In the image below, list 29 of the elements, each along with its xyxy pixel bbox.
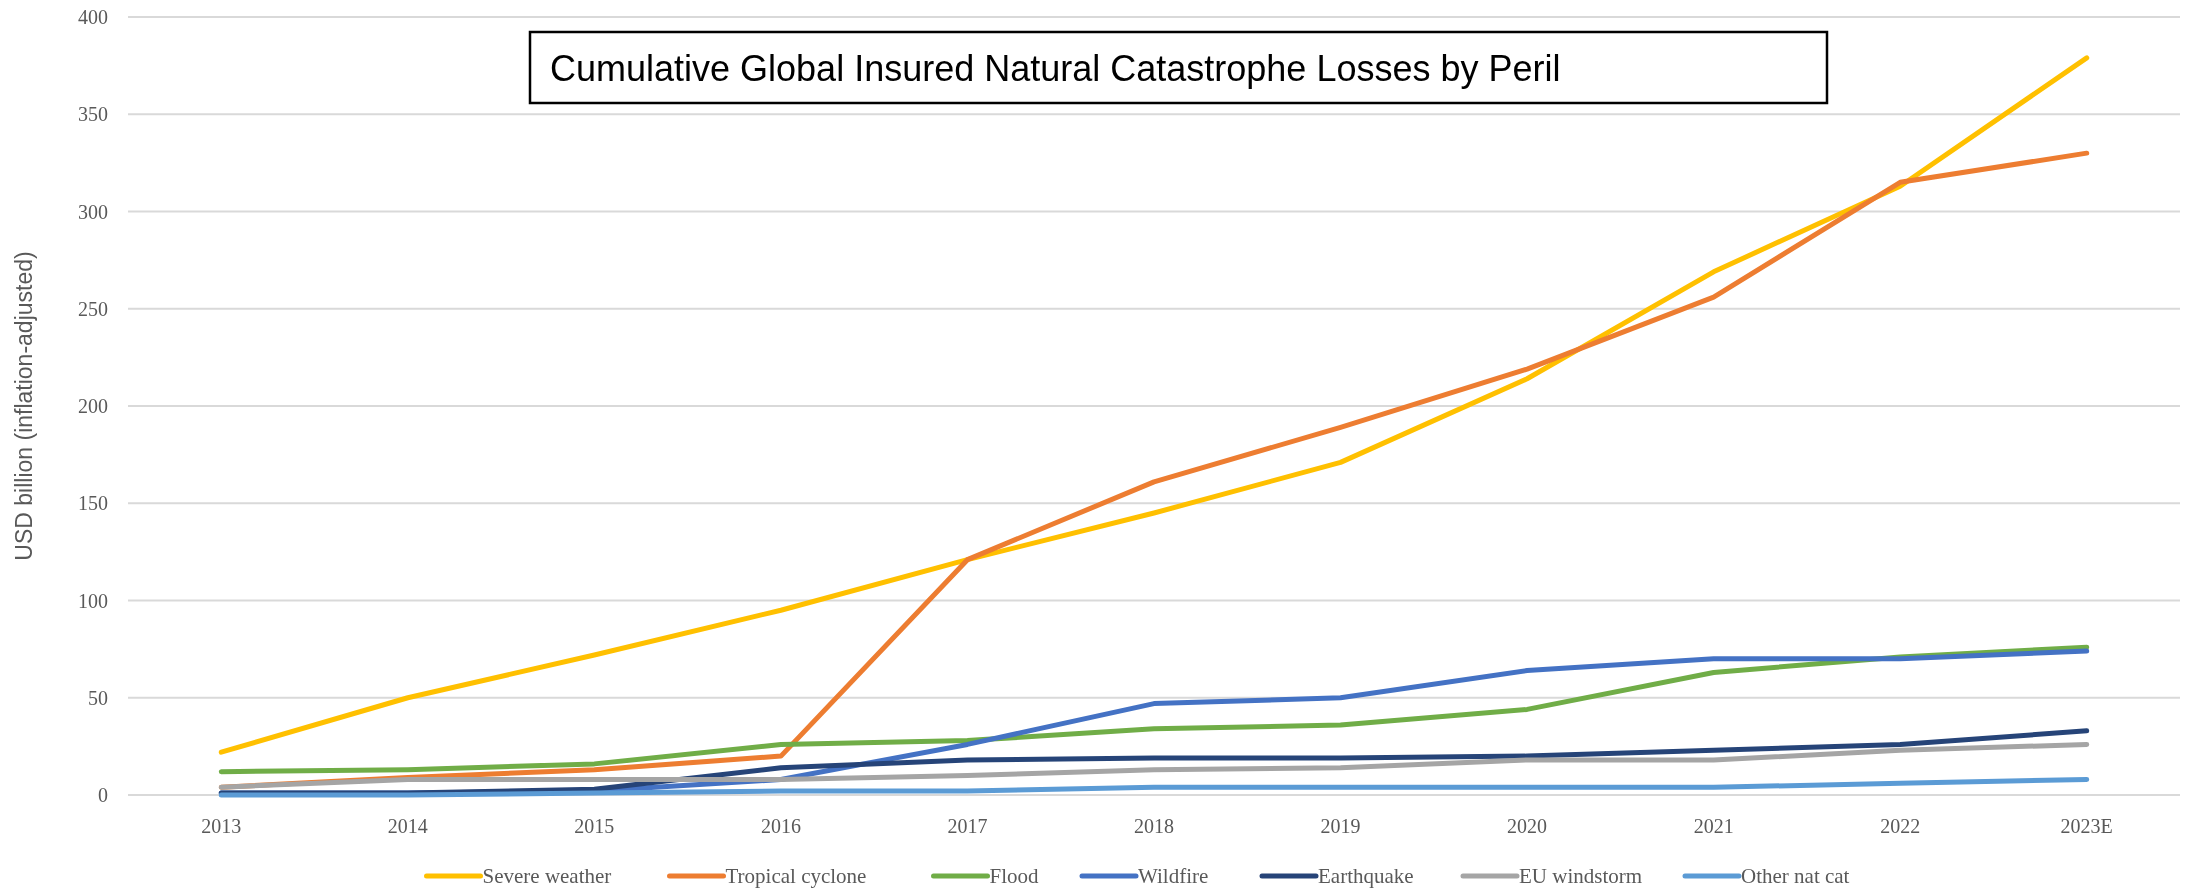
legend-label: Flood: [989, 864, 1040, 889]
y-tick-label: 100: [78, 589, 108, 612]
text: Cumulative Global Insured Natural Catastrophe Losses by Peril: [550, 47, 1561, 89]
y-tick-label: 50: [88, 686, 108, 709]
legend-label: Wildfire: [1138, 864, 1209, 889]
y-tick-label: 350: [78, 103, 108, 126]
legend-label: Tropical cyclone: [725, 864, 867, 889]
legend-label: Earthquake: [1318, 864, 1414, 889]
x-tick-label: 2013: [201, 815, 242, 837]
x-tick-label: 2014: [387, 815, 428, 837]
legend-label: Severe weather: [482, 864, 612, 889]
legend-label: EU windstorm: [1519, 864, 1643, 889]
y-axis-title: USD billion (inflation-adjusted): [11, 251, 37, 561]
x-tick-label: 2021: [1693, 815, 1734, 837]
y-tick-label: 250: [78, 297, 108, 320]
x-tick-label: 2019: [1320, 815, 1361, 837]
y-tick-label: 300: [78, 200, 108, 223]
y-tick-label: 200: [78, 395, 108, 417]
x-tick-label: 2016: [760, 815, 801, 837]
x-tick-label: 2020: [1507, 815, 1548, 837]
x-tick-label: 2022: [1880, 815, 1921, 837]
x-tick-label: 2018: [1134, 815, 1174, 837]
x-tick-label: 2015: [574, 815, 615, 837]
y-tick-label: 400: [78, 6, 108, 28]
y-tick-label: 0: [98, 784, 108, 806]
x-tick-label: 2017: [947, 815, 988, 837]
legend-label: Other nat cat: [1741, 864, 1850, 889]
x-tick-label: 2023E: [2060, 815, 2113, 837]
y-tick-label: 150: [78, 492, 108, 515]
